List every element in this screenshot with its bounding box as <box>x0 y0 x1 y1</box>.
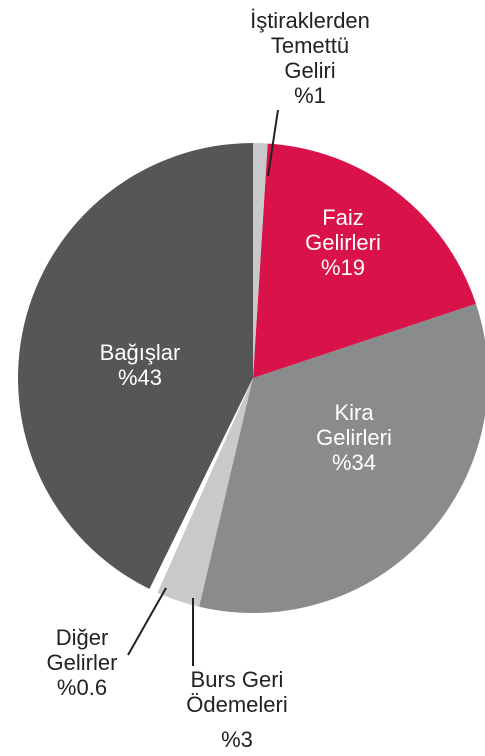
value-label: %19 <box>320 255 366 280</box>
value-label: %43 <box>117 365 163 390</box>
value-label: %34 <box>331 450 377 475</box>
pie-slice <box>253 143 268 378</box>
category-label: İştiraklerden Temettü Geliri <box>250 8 370 83</box>
slice-label: Burs Geri Ödemeleri %3 <box>137 667 337 752</box>
category-label: Bağışlar <box>99 340 181 365</box>
leader-line <box>127 587 167 656</box>
pie-slice <box>199 303 485 613</box>
leader-line <box>267 109 279 177</box>
pie-slice <box>149 378 253 593</box>
slice-label: Faiz Gelirleri %19 <box>243 205 443 280</box>
value-label: %0.6 <box>56 675 108 700</box>
pie-slice <box>253 143 476 378</box>
pie-slice <box>157 378 253 607</box>
value-label: %3 <box>221 727 253 752</box>
category-label: Diğer Gelirler <box>46 625 118 675</box>
slice-label: İştiraklerden Temettü Geliri %1 <box>210 8 410 108</box>
value-label: %1 <box>294 83 326 108</box>
category-label: Burs Geri Ödemeleri <box>186 667 288 717</box>
slice-label: Diğer Gelirler %0.6 <box>0 625 182 700</box>
slice-label: Bağışlar %43 <box>40 340 240 390</box>
category-label: Faiz Gelirleri <box>305 205 381 255</box>
category-label: Kira Gelirleri <box>316 400 392 450</box>
slice-label: Kira Gelirleri %34 <box>254 400 454 475</box>
pie-slice <box>17 143 253 589</box>
